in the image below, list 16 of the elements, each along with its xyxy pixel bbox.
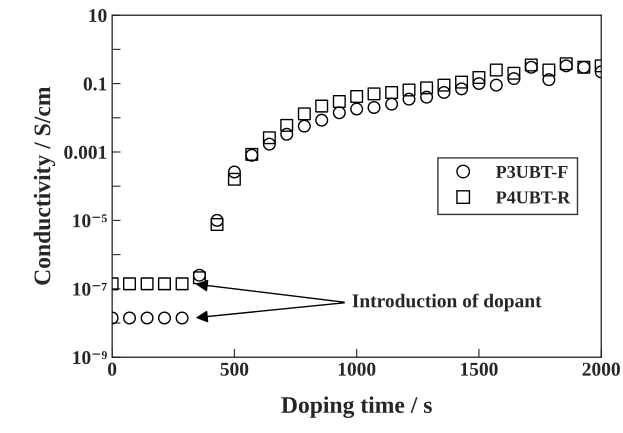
legend-label: P4UBT-R: [496, 191, 570, 204]
y-tick-label: 10: [89, 8, 107, 22]
y-tick-label: 10⁻⁷: [73, 282, 107, 296]
y-tick-label: 10⁻⁹: [73, 351, 107, 364]
x-tick-label: 2000: [582, 362, 620, 376]
y-tick-label: 0.001: [64, 146, 106, 160]
y-tick-label: 10⁻⁵: [73, 214, 107, 228]
annotation: Introduction of dopant: [352, 294, 542, 312]
x-axis-title: Doping time / s: [281, 396, 432, 418]
x-tick-label: 1500: [461, 362, 498, 376]
x-tick-label: 0: [108, 362, 116, 376]
x-tick-label: 1000: [338, 362, 376, 376]
x-tick-label: 500: [220, 362, 248, 376]
legend-label: P3UBT-F: [496, 166, 568, 178]
y-tick-label: 0.1: [84, 77, 106, 91]
y-axis-title: Conductivity / S/cm: [34, 86, 56, 285]
